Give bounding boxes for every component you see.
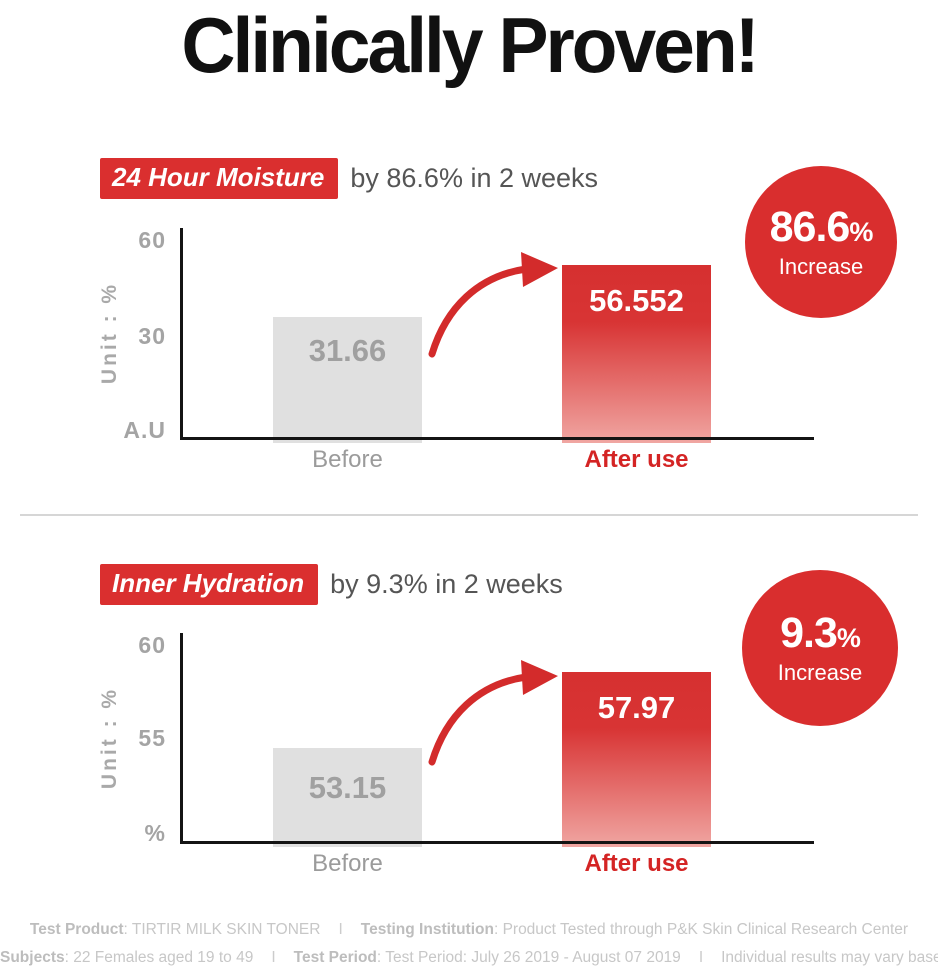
y-tick-30: 30 [138, 323, 166, 349]
footer-test-period-label: Test Period [293, 949, 377, 966]
after-bar-value: 56.552 [589, 283, 684, 318]
y-axis-line [180, 633, 183, 844]
moisture-chart-section: 24 Hour Moisture by 86.6% in 2 weeks Uni… [0, 150, 938, 510]
percent-sign: % [836, 622, 861, 653]
before-bar-value: 31.66 [308, 333, 387, 368]
hydration-tag-badge: Inner Hydration [100, 564, 319, 605]
increase-arrow-icon [428, 252, 558, 358]
hydration-headline: by 9.3% in 2 weeks [330, 569, 563, 599]
increase-percent-number: 86.6 [769, 202, 851, 251]
before-bar: 31.66 [273, 317, 422, 443]
page-title: Clinically Proven! [181, 1, 759, 89]
footer-subjects-value: : 22 Females aged 19 to 49 [64, 949, 254, 966]
increase-word: Increase [778, 253, 864, 279]
footer-test-period-value: : Test Period: July 26 2019 - August 07 … [376, 949, 681, 966]
increase-word: Increase [777, 659, 863, 685]
footer-line-1: Test Product: TIRTIR MILK SKIN TONER I Tes… [0, 921, 938, 939]
after-use-label: After use [584, 850, 689, 877]
percent-sign: % [849, 216, 873, 247]
y-tick-60: 60 [138, 227, 166, 253]
y-tick-60: 60 [138, 632, 166, 658]
y-tick-55: 55 [138, 725, 166, 751]
before-bar-value: 53.15 [308, 770, 387, 805]
footer-separator: I [698, 949, 704, 966]
footer-separator: I [271, 949, 276, 966]
after-bar: 57.97 [562, 672, 711, 847]
footer-test-product-label: Test Product [29, 921, 124, 938]
increase-percent-number: 9.3 [780, 608, 838, 657]
moisture-headline: by 86.6% in 2 weeks [350, 163, 599, 193]
after-bar: 56.552 [562, 265, 711, 443]
before-label: Before [312, 446, 383, 473]
increase-badge: 86.6% Increase [745, 166, 897, 318]
hydration-chart-header: Inner Hydration by 9.3% in 2 weeks [100, 564, 563, 605]
footer-testing-institution-label: Testing Institution [360, 921, 494, 938]
y-tick-percent: % [144, 820, 166, 846]
after-use-label: After use [584, 446, 689, 473]
footer-separator: I [338, 921, 343, 938]
y-axis-line [180, 228, 183, 440]
footer-testing-institution-value: : Product Tested through P&K Skin Clinic… [493, 921, 909, 938]
footer-subjects-label: Subjects [0, 949, 65, 966]
moisture-chart-header: 24 Hour Moisture by 86.6% in 2 weeks [100, 158, 598, 199]
increase-arrow-icon [428, 660, 558, 766]
x-axis-line [180, 841, 814, 844]
moisture-tag-badge: 24 Hour Moisture [100, 158, 339, 199]
after-bar-value: 57.97 [597, 690, 676, 725]
footer-disclaimer: Individual results may vary based on ski… [721, 949, 938, 966]
increase-badge: 9.3% Increase [742, 570, 898, 726]
hydration-chart-section: Inner Hydration by 9.3% in 2 weeks Unit … [0, 556, 938, 916]
footer-line-2: Subjects: 22 Females aged 19 to 49 I Test … [0, 949, 938, 967]
y-tick-au: A.U [123, 417, 166, 443]
before-bar: 53.15 [273, 748, 422, 847]
footer-test-product-value: : TIRTIR MILK SKIN TONER [123, 921, 321, 938]
increase-percent: 9.3% [780, 608, 861, 660]
before-label: Before [312, 850, 383, 877]
increase-percent: 86.6% [769, 202, 874, 254]
section-divider [20, 514, 918, 516]
x-axis-line [180, 437, 814, 440]
